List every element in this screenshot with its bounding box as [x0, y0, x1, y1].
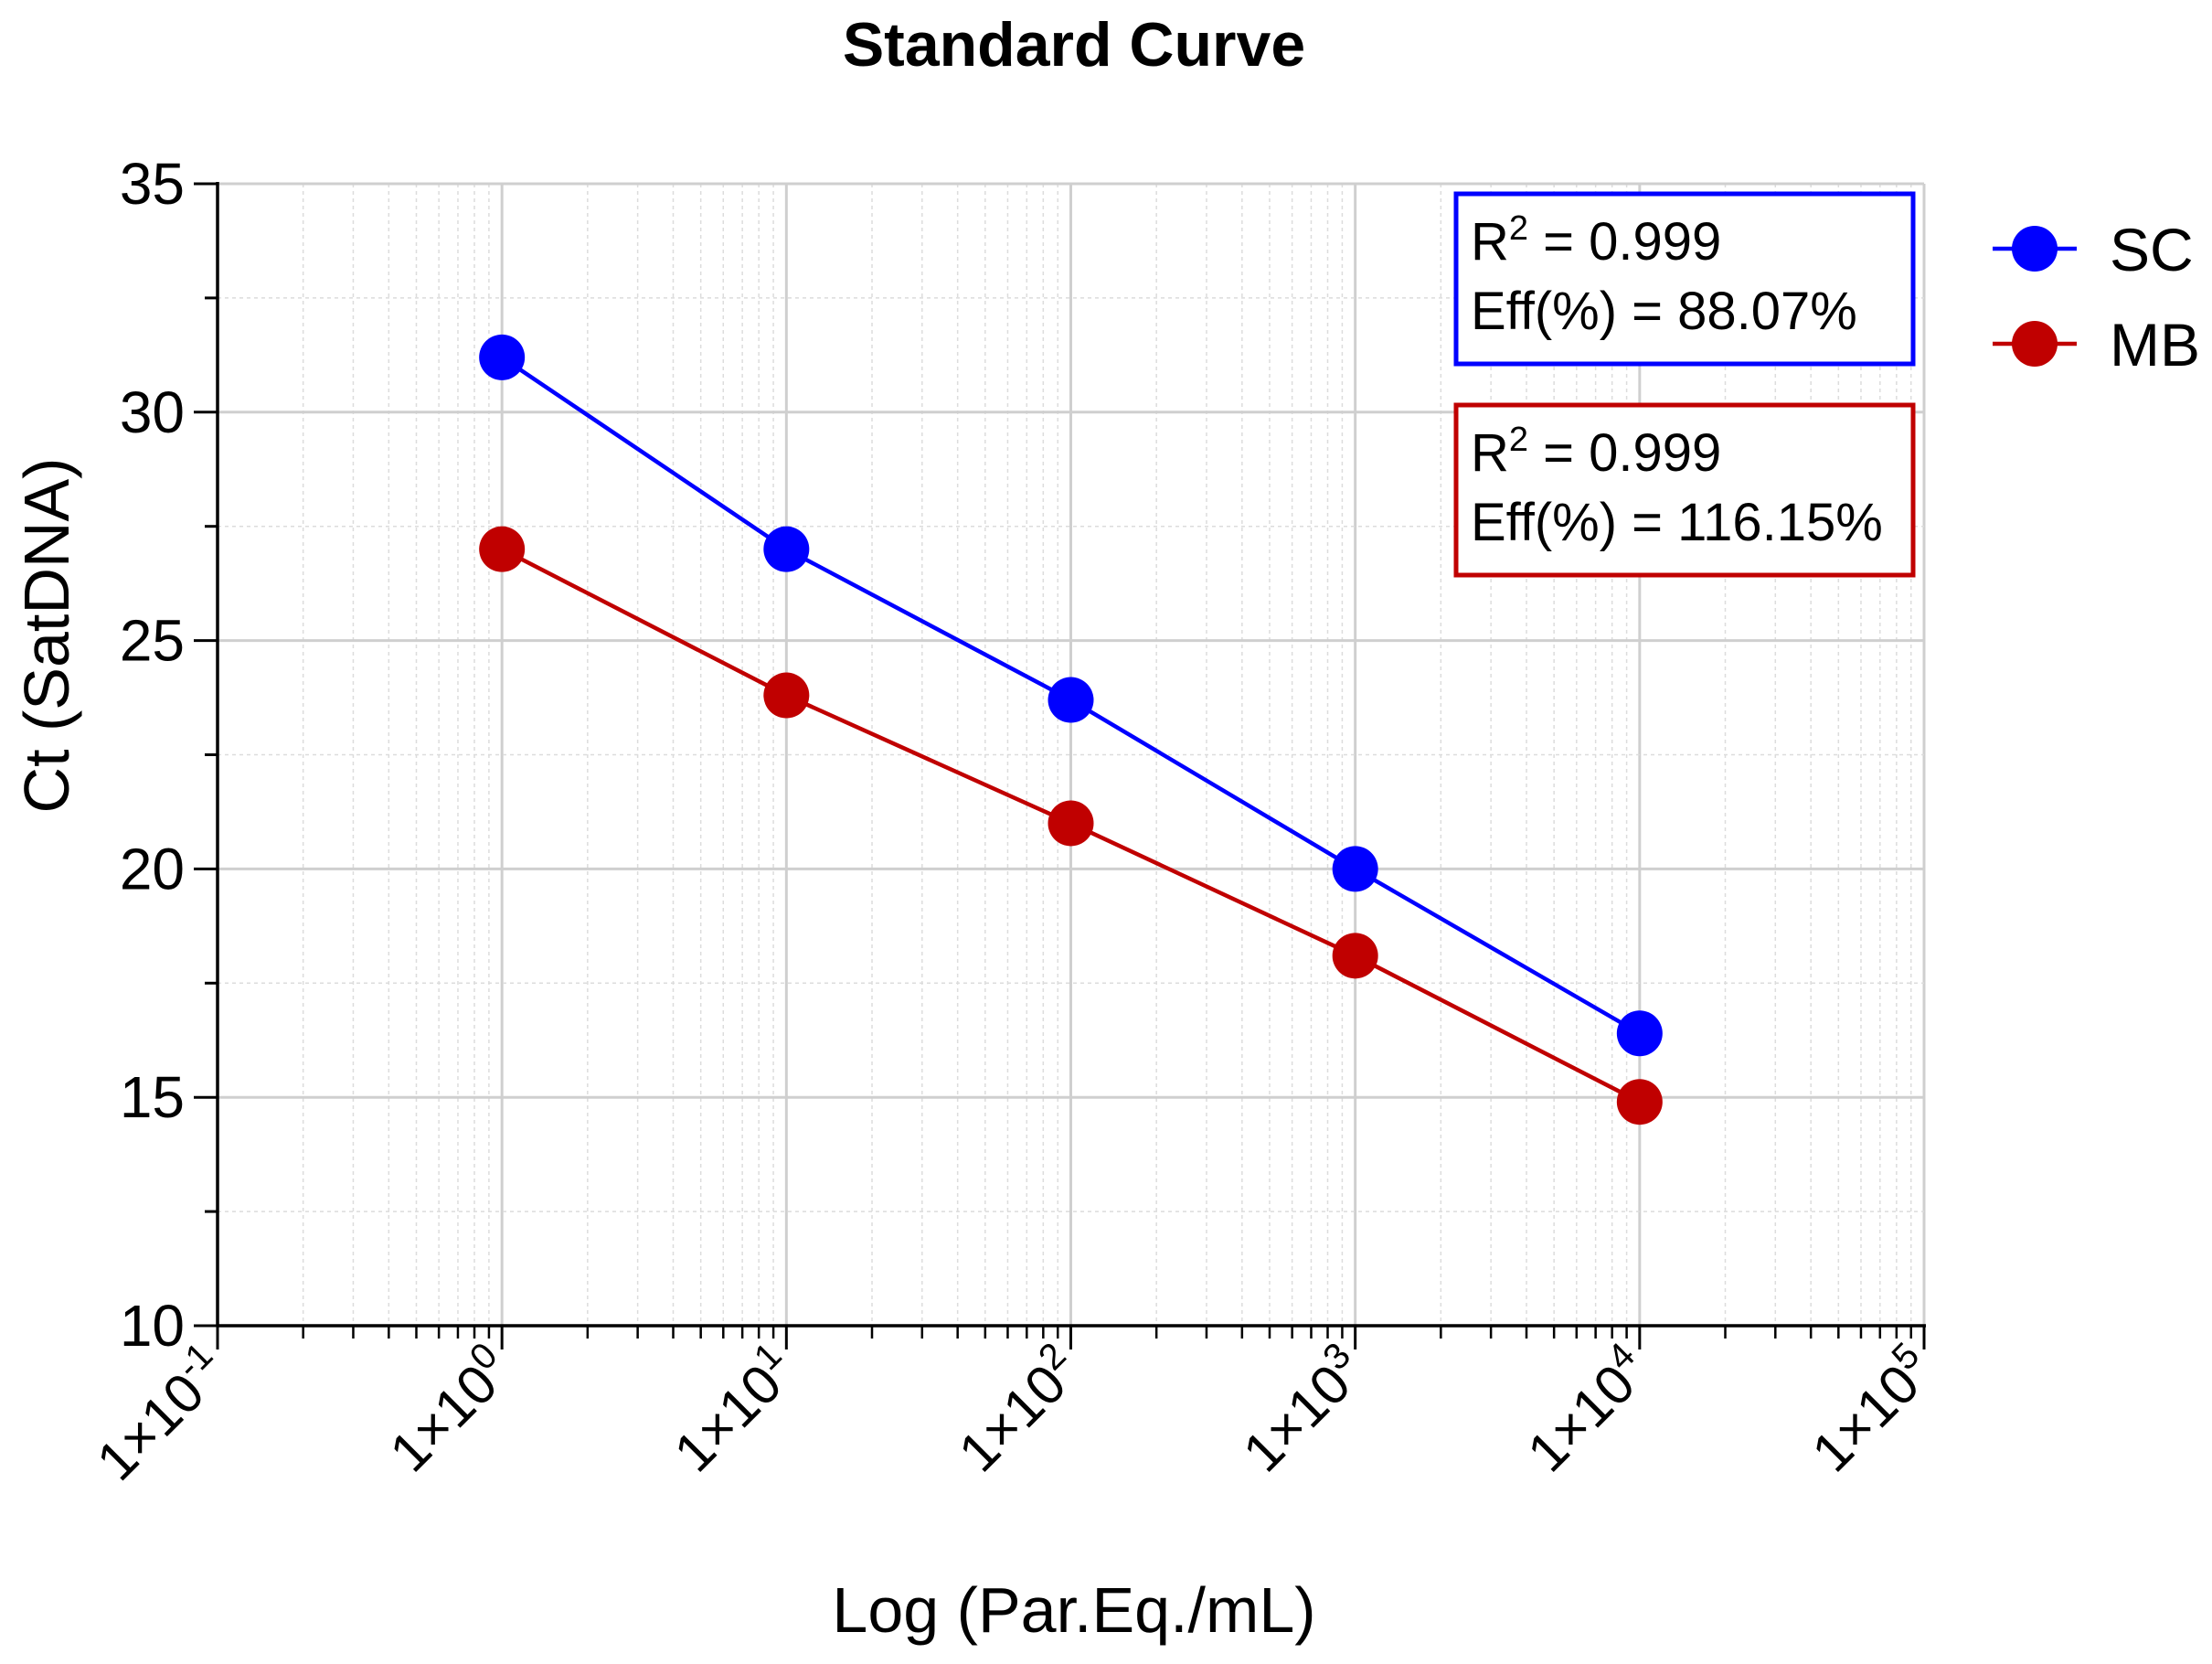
stats-box-mb: R2 = 0.999 Eff(%) = 116.15%: [1453, 402, 1916, 578]
stats-box-sc: R2 = 0.999 Eff(%) = 88.07%: [1453, 191, 1916, 367]
data-point-mb: [479, 526, 526, 572]
stats-box-border: [1453, 191, 1916, 367]
x-tick-label: 1×104: [1513, 1335, 1661, 1483]
x-tick-label: 1×101: [659, 1335, 807, 1483]
data-point-mb: [763, 672, 810, 719]
y-tick-label: 10: [120, 1293, 185, 1359]
x-tick-label: 1×105: [1797, 1335, 1945, 1483]
legend-marker: [2012, 321, 2058, 367]
data-point-mb: [1332, 933, 1378, 979]
legend-label: SC: [2110, 216, 2194, 283]
legend-marker: [2012, 226, 2058, 272]
legend-item-mb: MB: [1993, 311, 2200, 379]
r-squared-text: R2 = 0.999: [1471, 209, 1721, 272]
legend: SC MB: [1993, 216, 2200, 379]
x-tick-label: 1×102: [943, 1335, 1091, 1483]
series-layer: [479, 334, 1663, 1125]
y-tick-label: 25: [120, 608, 185, 674]
efficiency-text: Eff(%) = 116.15%: [1471, 493, 1883, 552]
y-tick-label: 15: [120, 1064, 185, 1130]
x-axis-label: Log (Par.Eq./mL): [832, 1574, 1315, 1646]
legend-item-sc: SC: [1993, 216, 2194, 283]
data-point-sc: [1332, 846, 1378, 892]
legend-label: MB: [2110, 311, 2200, 379]
y-tick-label: 35: [120, 151, 185, 217]
data-point-sc: [479, 334, 526, 380]
chart-title: Standard Curve: [843, 10, 1305, 80]
data-point-sc: [1048, 677, 1094, 723]
y-axis-label: Ct (SatDNA): [11, 458, 82, 814]
efficiency-text: Eff(%) = 88.07%: [1471, 282, 1857, 341]
data-point-mb: [1048, 800, 1094, 847]
data-point-sc: [763, 526, 810, 572]
x-tick-label: 1×100: [375, 1335, 523, 1483]
y-tick-label: 20: [120, 836, 185, 901]
grid: [218, 182, 1926, 1326]
series-mb: [479, 526, 1663, 1125]
stats-box-border: [1453, 402, 1916, 578]
r-squared-text: R2 = 0.999: [1471, 421, 1721, 483]
x-tick-label: 1×10-1: [82, 1335, 239, 1492]
data-point-mb: [1616, 1079, 1663, 1125]
data-point-sc: [1616, 1010, 1663, 1057]
x-tick-label: 1×103: [1228, 1335, 1377, 1483]
series-sc: [479, 334, 1663, 1057]
stat-boxes: R2 = 0.999 Eff(%) = 88.07% R2 = 0.999 Eff(%…: [1453, 191, 1916, 578]
y-tick-label: 30: [120, 379, 185, 445]
